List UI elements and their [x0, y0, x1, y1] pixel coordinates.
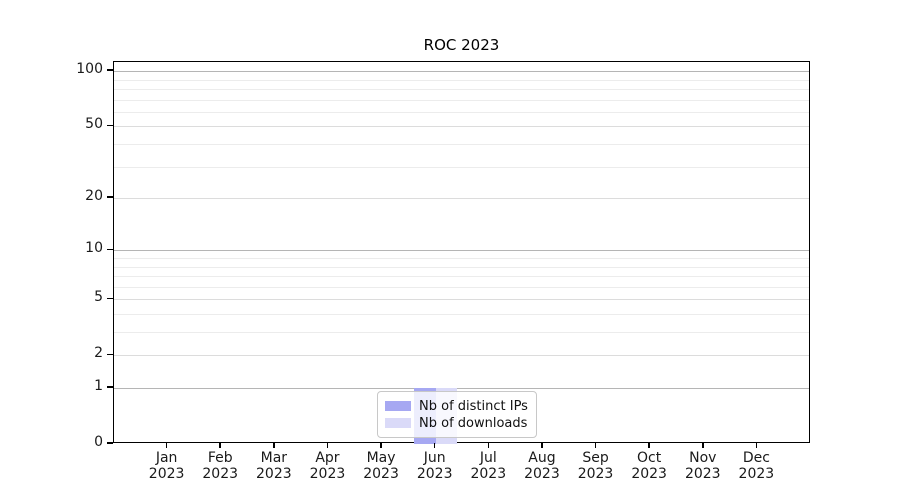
gridline-y-100 [114, 71, 809, 73]
x-axis-tick-label: May 2023 [363, 450, 399, 482]
y-axis-tick-label: 0 [94, 434, 103, 450]
x-axis-tick-label: Dec 2023 [738, 450, 775, 482]
x-axis-tick-label: Jun 2023 [416, 450, 453, 482]
gridline-y-60 [114, 111, 809, 113]
legend-label: Nb of downloads [419, 415, 528, 431]
gridline-y-80 [114, 89, 809, 91]
gridline-y-3 [114, 332, 809, 333]
x-tick [165, 443, 168, 448]
gridline-y-40 [114, 144, 809, 146]
y-tick [107, 386, 113, 388]
x-tick [541, 443, 543, 448]
y-axis-tick-label: 1 [94, 378, 103, 394]
y-tick [107, 196, 113, 198]
gridline-y-2 [114, 355, 809, 357]
y-axis-tick-label: 2 [94, 345, 103, 362]
x-axis-tick-label: Jul 2023 [470, 450, 507, 482]
x-tick [755, 443, 758, 448]
x-axis-tick-label: Mar 2023 [256, 450, 292, 482]
gridline-y-6 [114, 286, 809, 288]
legend-label: Nb of distinct IPs [419, 398, 528, 414]
gridline-y-7 [114, 276, 809, 278]
x-axis-tick-label: Aug 2023 [524, 450, 560, 482]
y-tick [107, 248, 113, 251]
gridline-y-50 [114, 126, 809, 128]
plot-area [113, 61, 810, 444]
y-axis-tick-label: 50 [85, 116, 103, 133]
x-tick [433, 443, 436, 448]
x-axis-tick-label: Oct 2023 [631, 450, 667, 482]
x-axis-tick-label: Sep 2023 [577, 450, 614, 482]
x-tick [594, 443, 597, 448]
legend-swatch [385, 401, 411, 411]
x-tick [219, 443, 221, 448]
x-tick [326, 443, 329, 448]
x-axis-tick-label: Nov 2023 [684, 450, 721, 482]
y-tick [107, 69, 113, 71]
x-axis-tick-label: Apr 2023 [309, 450, 346, 482]
legend-swatch [385, 418, 411, 428]
y-axis-tick-label: 10 [85, 240, 103, 257]
gridline-y-4 [114, 313, 809, 315]
x-axis-tick-label: Jan 2023 [148, 450, 185, 482]
y-tick [107, 353, 113, 355]
x-tick [487, 443, 490, 448]
y-axis-tick-label: 100 [76, 61, 103, 78]
x-axis-tick-label: Feb 2023 [202, 450, 239, 482]
y-tick [107, 442, 113, 444]
y-tick [107, 297, 113, 299]
gridline-y-10 [114, 250, 809, 252]
y-axis-tick-label: 20 [85, 188, 103, 205]
gridline-y-1 [114, 388, 809, 389]
gridline-y-90 [114, 79, 809, 81]
gridline-y-70 [114, 99, 809, 101]
gridline-y-30 [114, 166, 809, 168]
legend-entry: Nb of downloads [385, 415, 528, 431]
y-axis-tick-label: 5 [94, 289, 103, 306]
gridline-y-9 [114, 257, 809, 259]
x-tick [273, 443, 275, 448]
y-tick [107, 124, 113, 127]
chart-title: ROC 2023 [423, 36, 500, 54]
legend-entry: Nb of distinct IPs [385, 398, 528, 414]
gridline-y-8 [114, 266, 809, 268]
x-tick [648, 443, 650, 448]
x-tick [380, 443, 382, 448]
gridline-y-20 [114, 198, 809, 200]
legend: Nb of distinct IPs Nb of downloads [377, 391, 537, 438]
gridline-y-5 [114, 299, 809, 301]
x-tick [702, 443, 704, 448]
